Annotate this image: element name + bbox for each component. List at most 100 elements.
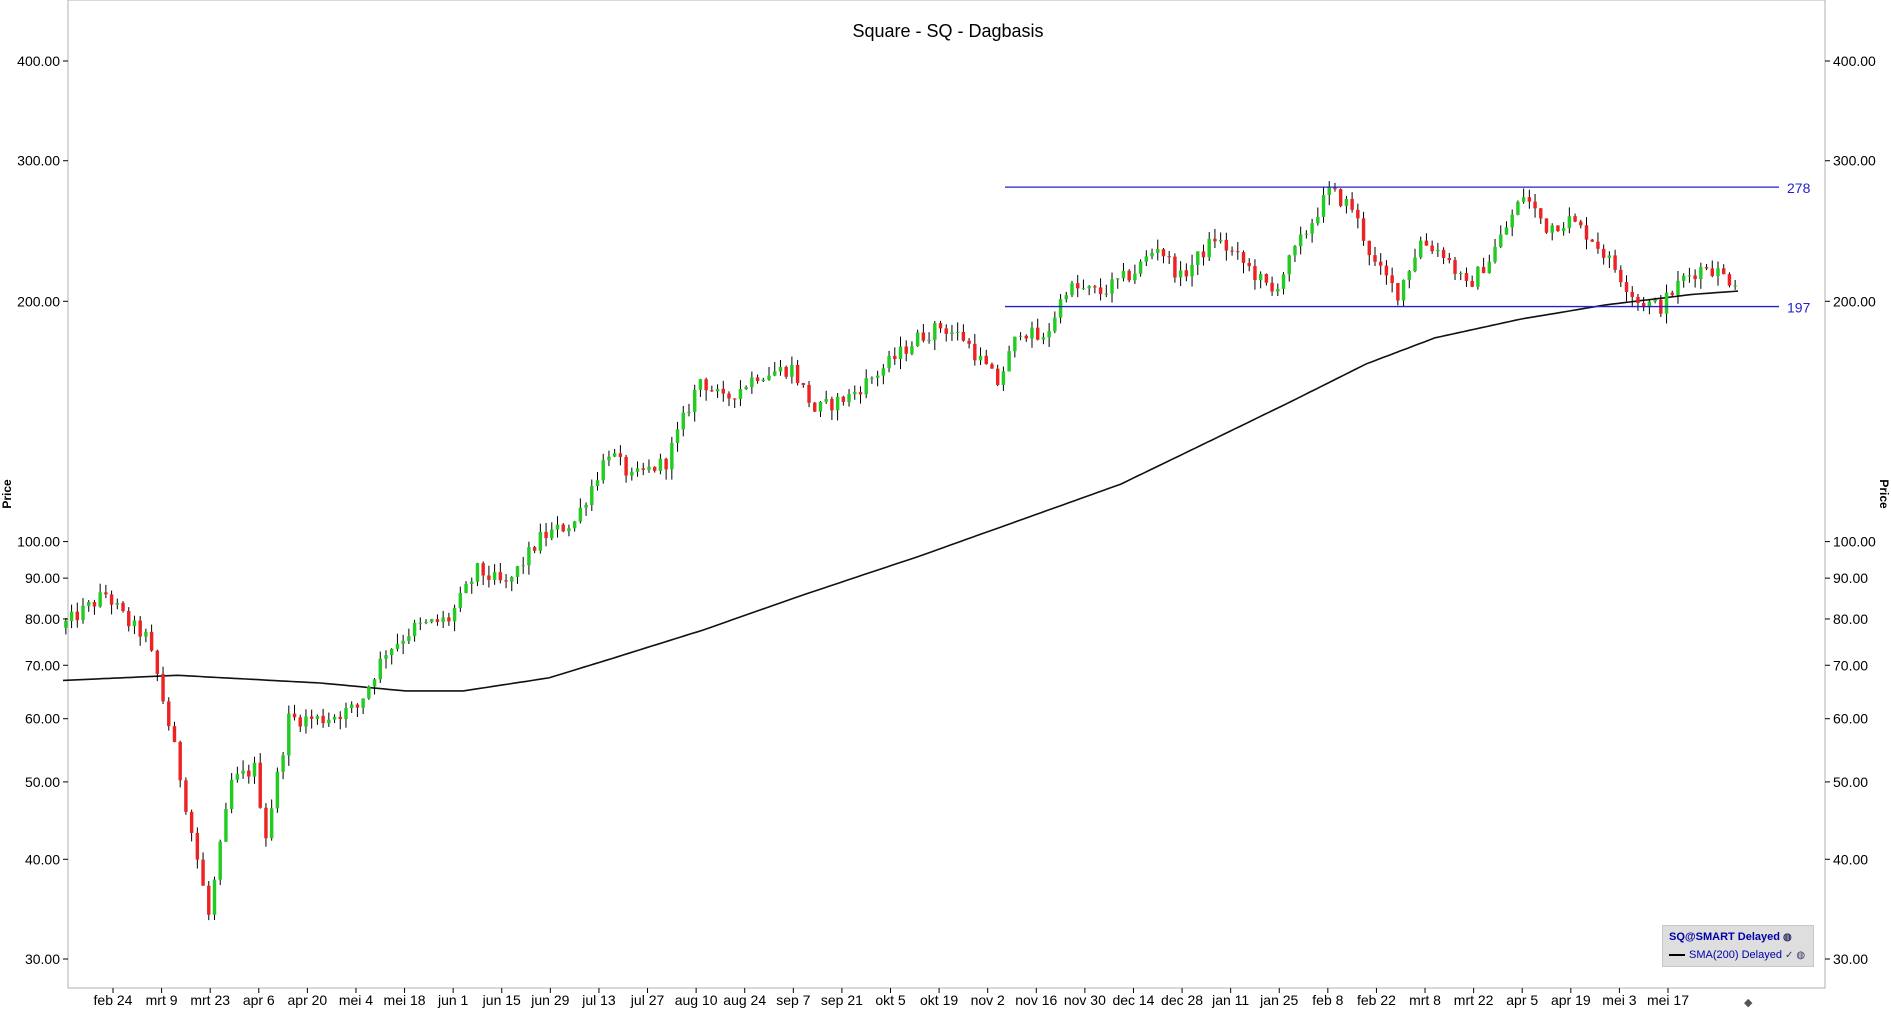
candle — [1396, 282, 1400, 306]
candle — [172, 721, 177, 743]
candle — [1516, 200, 1520, 216]
candle-body — [1430, 245, 1434, 252]
x-tick-label: apr 6 — [243, 992, 275, 1008]
candle-body — [1567, 216, 1572, 229]
candle-body — [1207, 238, 1211, 258]
scroll-arrow-icon[interactable]: ◆ — [1744, 997, 1753, 1009]
candle-body — [1258, 274, 1263, 281]
candle-body — [1539, 208, 1543, 219]
candle — [784, 365, 788, 379]
candle — [647, 459, 651, 473]
y-tick-label-right: 200.00 — [1833, 293, 1876, 309]
candle-body — [773, 371, 777, 376]
candle — [1098, 278, 1103, 301]
candle-body — [973, 343, 977, 361]
candle-body — [1527, 197, 1532, 202]
candle-body — [1693, 275, 1697, 280]
candle — [1653, 297, 1657, 304]
candle-body — [893, 355, 897, 360]
candle — [1058, 294, 1063, 324]
candle — [1236, 241, 1240, 260]
candle-body — [1584, 225, 1589, 240]
x-tick-label: mrt 9 — [146, 992, 178, 1008]
candle-body — [115, 602, 120, 605]
candle-body — [1138, 261, 1143, 274]
candle-body — [881, 368, 886, 376]
candle-body — [647, 466, 651, 470]
candle-body — [818, 401, 823, 412]
candle — [1721, 264, 1726, 275]
candle-body — [938, 323, 943, 329]
candle — [1459, 271, 1463, 281]
candle-body — [1041, 337, 1046, 340]
candle — [161, 666, 165, 705]
candle — [241, 760, 245, 779]
candle-body — [853, 392, 857, 395]
legend-main-label: SQ@SMART Delayed — [1669, 931, 1780, 943]
candle — [298, 714, 302, 733]
candle — [458, 586, 463, 613]
y-tick-label-left: 200.00 — [17, 293, 60, 309]
candle — [1247, 258, 1251, 272]
candle-body — [309, 716, 314, 719]
candle-body — [795, 364, 800, 384]
candle-body — [870, 377, 874, 379]
candle — [1499, 225, 1503, 249]
candle — [555, 516, 560, 538]
candle — [658, 453, 663, 475]
x-tick-label: mrt 23 — [190, 992, 230, 1008]
candle-body — [1218, 239, 1223, 242]
candle — [475, 562, 480, 587]
candle — [1424, 233, 1429, 246]
candle — [915, 329, 920, 347]
candle-body — [910, 346, 914, 354]
candle-body — [155, 650, 160, 674]
candle — [149, 624, 154, 652]
candle — [1436, 242, 1440, 257]
candle-body — [201, 859, 205, 886]
candle — [1270, 276, 1274, 296]
candle — [64, 617, 68, 635]
candle — [138, 615, 142, 646]
candle-body — [1110, 279, 1114, 294]
candle — [870, 376, 874, 384]
candle — [447, 612, 451, 626]
candle — [887, 350, 891, 373]
candle — [269, 799, 274, 841]
candle — [1007, 345, 1011, 372]
candle — [1470, 275, 1474, 288]
candle — [338, 711, 342, 730]
candle — [1619, 265, 1623, 288]
candle-body — [675, 429, 680, 443]
y-axis-label-left: Price — [0, 479, 14, 509]
candle — [1087, 285, 1091, 296]
candle-body — [1676, 280, 1680, 295]
candle — [630, 467, 634, 481]
candle — [1573, 213, 1577, 223]
candle — [1018, 332, 1023, 341]
candle-body — [767, 375, 771, 380]
candle-body — [1453, 260, 1457, 274]
candle-body — [1007, 351, 1011, 372]
candle-body — [1230, 250, 1234, 252]
candle — [612, 448, 617, 458]
x-tick-label: jun 1 — [437, 992, 469, 1008]
candle-body — [1316, 216, 1320, 224]
candle-body — [904, 346, 908, 354]
candle-body — [790, 364, 794, 377]
x-tick-label: jun 29 — [530, 992, 569, 1008]
candle-body — [1653, 299, 1657, 302]
candle-body — [950, 332, 954, 334]
candle — [698, 378, 703, 397]
x-tick-label: feb 22 — [1357, 992, 1396, 1008]
candle-body — [218, 841, 222, 880]
candle-body — [875, 375, 880, 378]
candle — [1699, 262, 1703, 289]
legend-item-main[interactable]: SQ@SMART Delayed ◍ — [1669, 931, 1792, 943]
legend-item-sma[interactable]: SMA(200) Delayed ✓ ◍ — [1669, 949, 1805, 961]
candle-body — [1647, 301, 1652, 308]
candle-body — [1270, 282, 1274, 292]
candle — [1681, 273, 1686, 288]
candle — [532, 545, 537, 554]
candle-body — [287, 713, 291, 756]
